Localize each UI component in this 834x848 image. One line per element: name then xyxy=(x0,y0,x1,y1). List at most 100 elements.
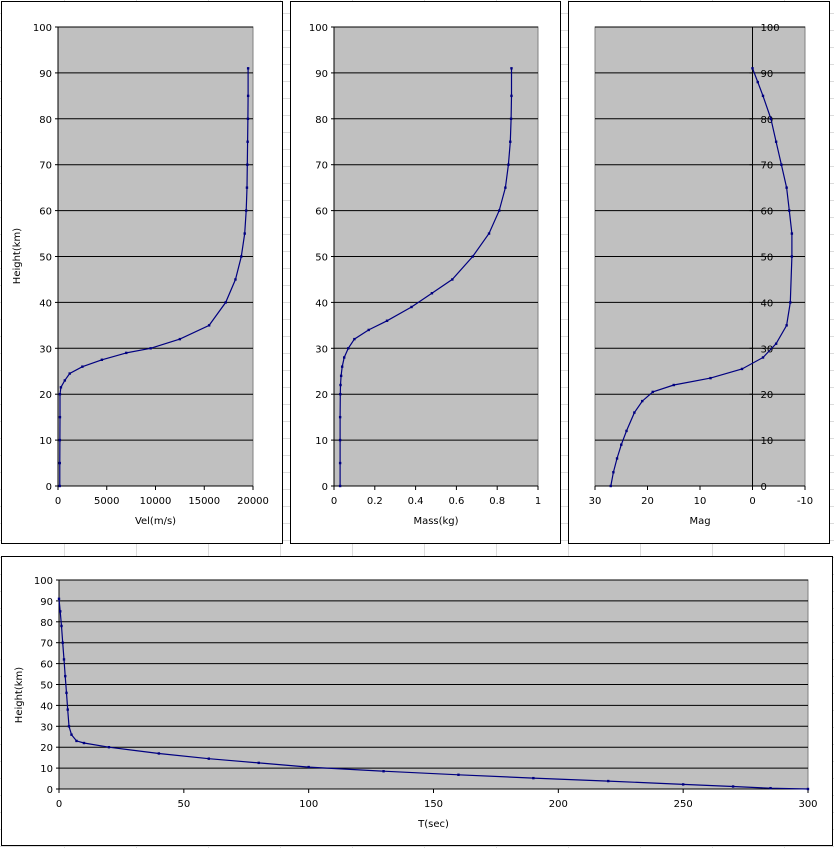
data-point xyxy=(245,186,249,189)
data-point xyxy=(58,438,62,442)
data-point xyxy=(149,347,152,350)
chart-svg: 0 10 20 30 40 50 60 70 80 90 100 0 50 100 150 200 250 300… xyxy=(14,576,818,830)
y-tick-label: 60 xyxy=(40,660,53,671)
data-point xyxy=(224,301,227,304)
data-point xyxy=(58,393,62,396)
data-point xyxy=(82,741,86,745)
y-tick-label: 80 xyxy=(761,115,774,126)
y-tick-label: 80 xyxy=(40,618,53,629)
x-tick-label: 0.8 xyxy=(489,496,505,507)
x-tick-label: 0 xyxy=(56,799,62,810)
data-point xyxy=(57,597,61,601)
chart-mass[interactable]: 0 10 20 30 40 50 60 70 80 90 100 0 0.2 0.4 0.6 0.8 1 Mass… xyxy=(290,1,561,544)
data-point xyxy=(66,708,69,711)
x-tick-label: 250 xyxy=(674,799,693,810)
chart-magnitude[interactable]: 0 10 20 30 40 50 60 70 80 90 100 30 20 10 0 -10 Mag xyxy=(568,1,830,544)
y-tick-label: 90 xyxy=(315,69,328,80)
data-point xyxy=(410,305,413,309)
data-point xyxy=(246,117,250,120)
y-tick-label: 70 xyxy=(315,161,328,172)
y-tick-label: 20 xyxy=(40,743,53,754)
data-point xyxy=(457,773,460,776)
data-point xyxy=(246,94,250,98)
data-point xyxy=(59,386,63,389)
data-point xyxy=(612,471,615,474)
y-tick-label: 10 xyxy=(761,436,774,447)
x-tick-label: 5000 xyxy=(94,496,119,507)
data-point xyxy=(353,337,356,341)
data-point xyxy=(58,415,62,419)
y-tick-label: 90 xyxy=(39,69,52,80)
data-point xyxy=(207,757,210,760)
data-point xyxy=(246,163,249,166)
y-tick-label: 100 xyxy=(34,576,53,587)
data-point xyxy=(65,691,68,695)
x-tick-label: 10000 xyxy=(140,496,172,507)
data-point xyxy=(756,80,759,84)
data-point xyxy=(769,786,772,790)
data-point xyxy=(385,319,389,322)
data-point xyxy=(338,484,342,488)
data-point xyxy=(507,163,510,166)
data-point xyxy=(625,429,628,433)
y-tick-label: 50 xyxy=(761,253,774,264)
data-point xyxy=(761,94,765,98)
data-point xyxy=(789,301,792,304)
data-point xyxy=(62,658,66,661)
data-point xyxy=(63,379,67,382)
y-tick-label: 50 xyxy=(40,681,53,692)
data-point xyxy=(58,461,61,465)
data-point xyxy=(751,67,754,70)
data-point xyxy=(761,356,765,359)
x-tick-label: 150 xyxy=(424,799,443,810)
y-tick-label: 0 xyxy=(47,785,53,796)
y-tick-label: 10 xyxy=(315,436,328,447)
data-point xyxy=(509,140,512,143)
data-point xyxy=(609,484,612,488)
data-point xyxy=(70,733,73,736)
y-tick-label: 30 xyxy=(39,344,52,355)
x-tick-label: -10 xyxy=(797,496,813,507)
y-tick-label: 20 xyxy=(315,390,328,401)
x-axis-title: T(sec) xyxy=(417,819,449,830)
data-point xyxy=(340,365,344,368)
data-point xyxy=(338,438,342,442)
y-tick-label: 30 xyxy=(315,344,328,355)
y-tick-label: 0 xyxy=(46,482,52,493)
y-tick-label: 60 xyxy=(39,207,52,218)
data-point xyxy=(339,393,342,396)
x-tick-label: 1 xyxy=(535,496,541,507)
data-point xyxy=(532,776,535,780)
data-point xyxy=(633,411,636,414)
data-point xyxy=(774,140,778,143)
data-point xyxy=(107,746,111,749)
data-point xyxy=(178,337,182,341)
x-tick-label: 0 xyxy=(331,496,337,507)
data-point xyxy=(769,117,773,120)
chart-time[interactable]: 0 10 20 30 40 50 60 70 80 90 100 0 50 100 150 200 250 300… xyxy=(1,556,833,846)
x-axis-title: Mag xyxy=(689,516,710,527)
y-axis-title: Height(km) xyxy=(14,667,25,723)
data-point xyxy=(59,610,62,613)
data-point xyxy=(774,342,778,345)
y-tick-label: 90 xyxy=(761,69,774,80)
data-point xyxy=(61,641,64,644)
y-tick-label: 80 xyxy=(39,115,52,126)
y-axis-title: Height(km) xyxy=(12,228,23,284)
data-point xyxy=(790,255,794,258)
x-tick-label: 0 xyxy=(749,496,755,507)
data-point xyxy=(243,232,246,235)
x-tick-label: 0.2 xyxy=(367,496,383,507)
data-point xyxy=(367,328,370,332)
y-tick-label: 30 xyxy=(761,344,774,355)
data-point xyxy=(510,67,513,70)
data-point xyxy=(487,232,491,235)
data-point xyxy=(509,117,513,120)
chart-velocity[interactable]: 0 10 20 30 40 50 60 70 80 90 100 0 5000 10000 15000 200… xyxy=(1,1,283,544)
data-point xyxy=(240,255,243,258)
chart-svg: 0 10 20 30 40 50 60 70 80 90 100 0 5000 10000 15000 200… xyxy=(12,23,269,527)
data-point xyxy=(257,761,260,765)
data-point xyxy=(740,367,744,371)
data-point xyxy=(338,415,342,419)
y-tick-label: 70 xyxy=(761,161,774,172)
